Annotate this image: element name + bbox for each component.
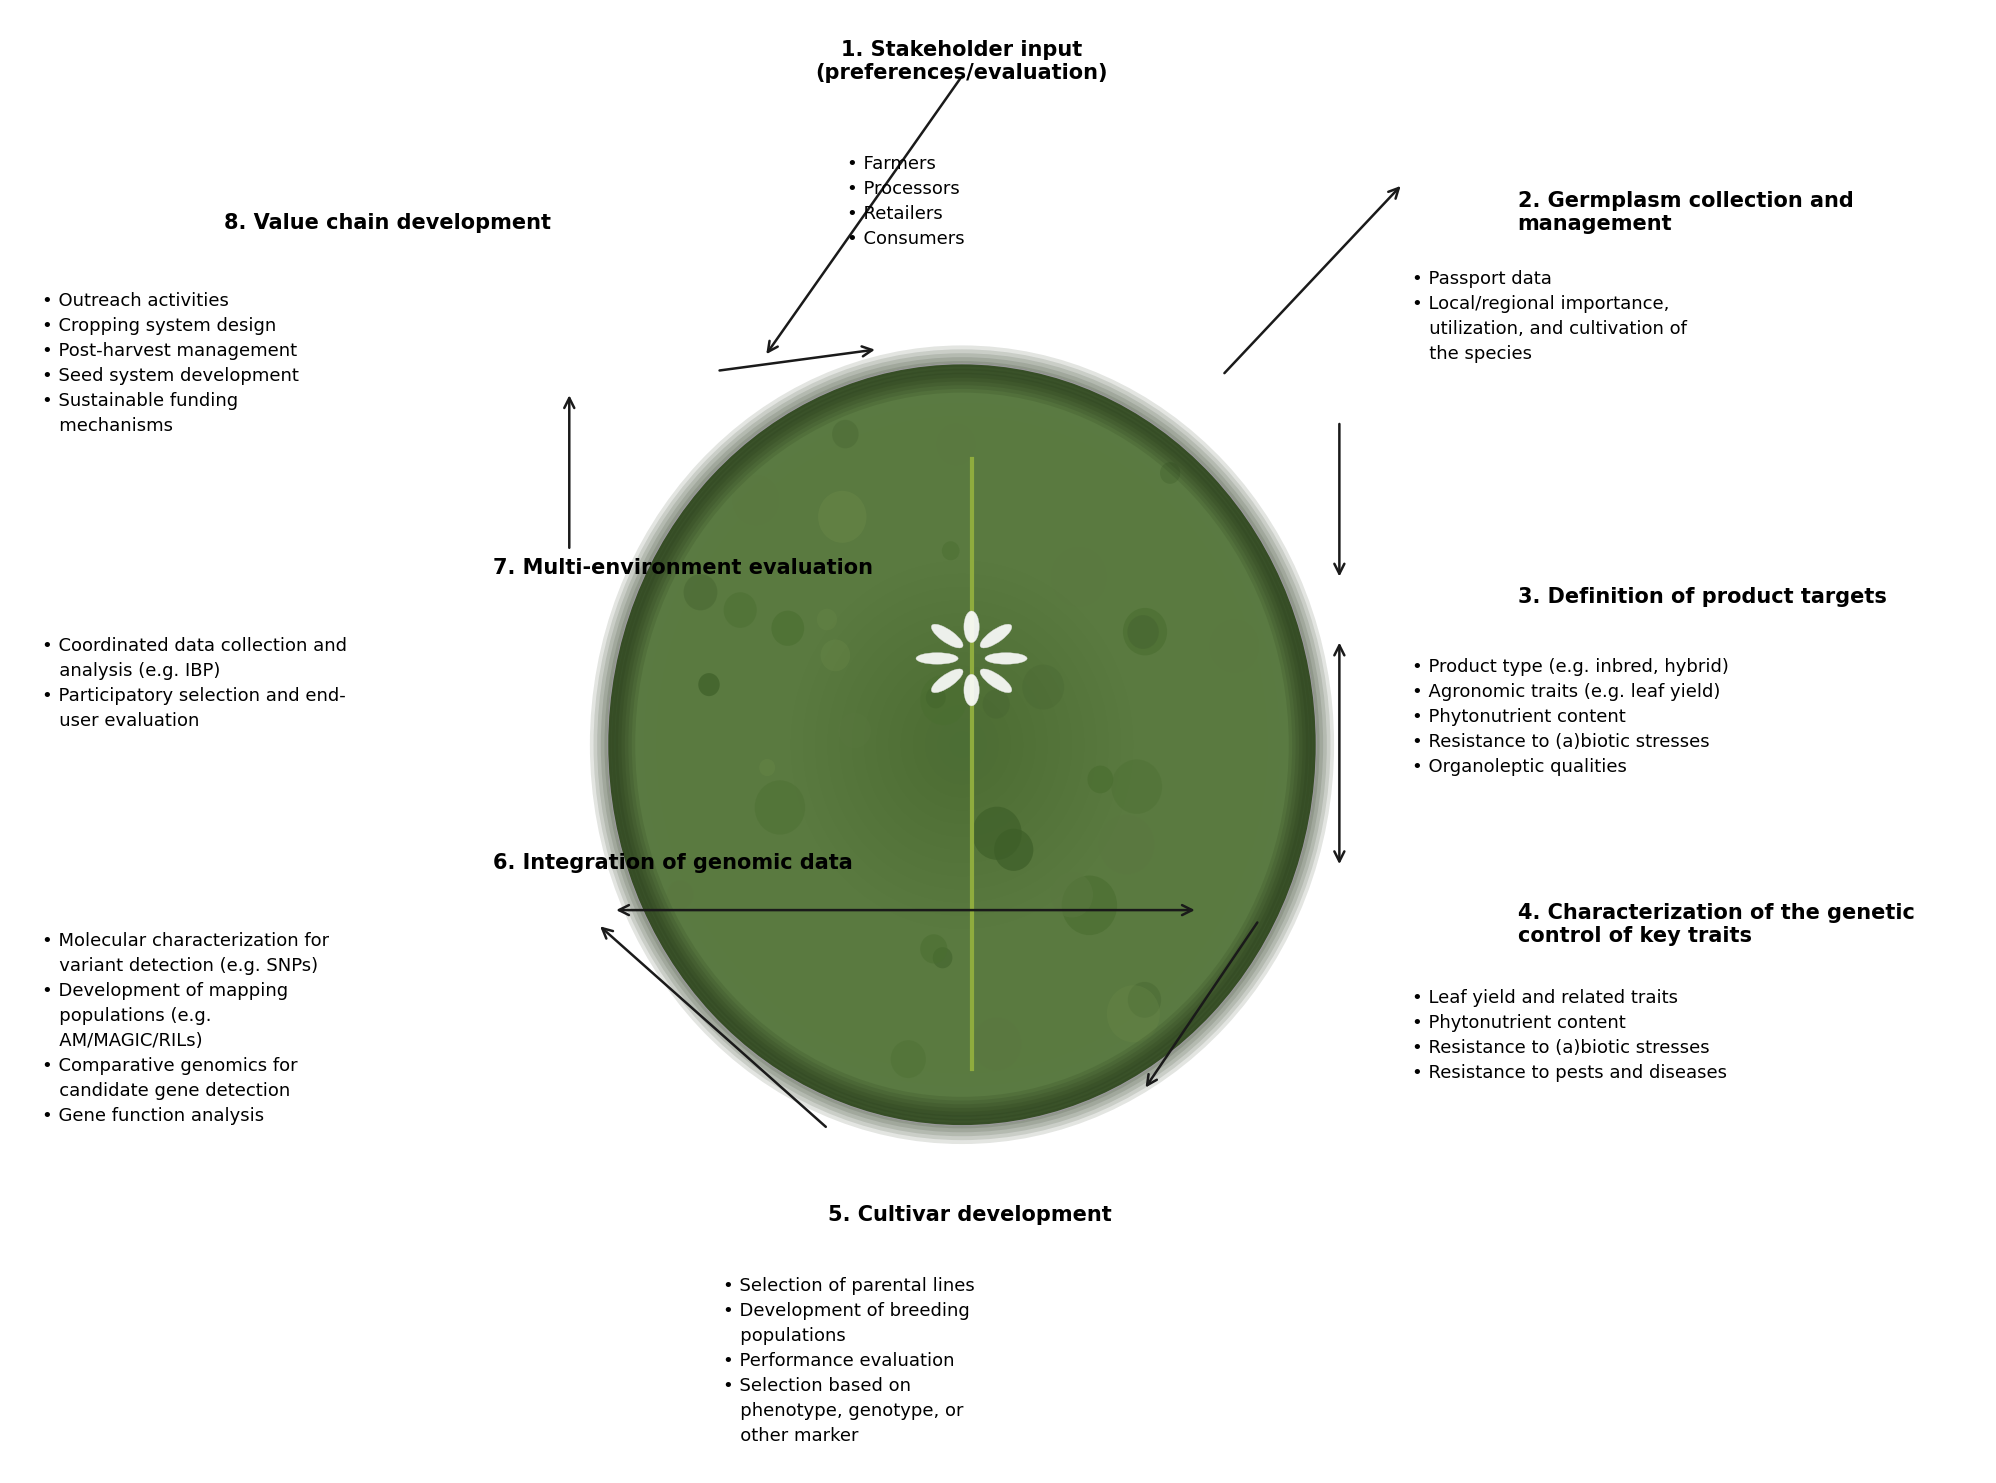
Ellipse shape — [733, 475, 778, 525]
Ellipse shape — [1210, 620, 1259, 672]
Ellipse shape — [942, 541, 960, 561]
Ellipse shape — [980, 624, 1012, 648]
Ellipse shape — [731, 495, 1194, 995]
Text: • Coordinated data collection and
   analysis (e.g. IBP)
• Participatory selecti: • Coordinated data collection and analys… — [42, 636, 347, 730]
Ellipse shape — [936, 424, 976, 466]
Ellipse shape — [683, 574, 717, 611]
Ellipse shape — [864, 639, 1060, 850]
Ellipse shape — [852, 626, 1072, 863]
Ellipse shape — [1088, 765, 1114, 793]
Ellipse shape — [832, 420, 858, 448]
Ellipse shape — [964, 611, 980, 642]
Ellipse shape — [818, 491, 866, 543]
Ellipse shape — [1112, 759, 1162, 814]
Ellipse shape — [932, 669, 962, 693]
Ellipse shape — [888, 666, 1036, 823]
Ellipse shape — [754, 780, 804, 835]
Ellipse shape — [1100, 814, 1154, 875]
Ellipse shape — [758, 759, 774, 776]
Ellipse shape — [926, 706, 998, 785]
Ellipse shape — [926, 687, 946, 709]
Ellipse shape — [984, 653, 1028, 664]
Ellipse shape — [890, 1040, 926, 1078]
Ellipse shape — [920, 675, 966, 725]
Text: 7. Multi-environment evaluation: 7. Multi-environment evaluation — [493, 558, 872, 578]
Ellipse shape — [1108, 985, 1160, 1043]
Text: 1. Stakeholder input
(preferences/evaluation): 1. Stakeholder input (preferences/evalua… — [816, 40, 1108, 83]
Ellipse shape — [743, 509, 1182, 982]
Ellipse shape — [770, 611, 804, 647]
Ellipse shape — [1022, 664, 1064, 709]
Ellipse shape — [876, 653, 1048, 836]
Ellipse shape — [932, 624, 962, 648]
Text: 4. Characterization of the genetic
control of key traits: 4. Characterization of the genetic contr… — [1517, 903, 1914, 946]
Ellipse shape — [980, 669, 1012, 693]
Ellipse shape — [1128, 982, 1162, 1017]
Ellipse shape — [1050, 872, 1094, 918]
Ellipse shape — [719, 482, 1206, 1007]
Ellipse shape — [828, 601, 1096, 890]
Ellipse shape — [766, 534, 1158, 955]
Text: • Farmers
• Processors
• Retailers
• Consumers: • Farmers • Processors • Retailers • Con… — [846, 156, 964, 248]
Text: 2. Germplasm collection and
management: 2. Germplasm collection and management — [1517, 191, 1852, 234]
Ellipse shape — [972, 807, 1022, 860]
Ellipse shape — [1062, 875, 1118, 936]
Ellipse shape — [1160, 463, 1180, 483]
Ellipse shape — [840, 614, 1084, 876]
Ellipse shape — [816, 608, 836, 630]
Text: • Passport data
• Local/regional importance,
   utilization, and cultivation of
: • Passport data • Local/regional importa… — [1411, 270, 1687, 363]
Ellipse shape — [802, 574, 1122, 915]
Ellipse shape — [778, 547, 1146, 942]
Ellipse shape — [754, 522, 1170, 968]
Ellipse shape — [950, 731, 974, 758]
Ellipse shape — [820, 639, 850, 672]
Ellipse shape — [972, 1017, 1022, 1071]
Ellipse shape — [607, 363, 1317, 1126]
Ellipse shape — [1124, 608, 1168, 655]
Text: • Product type (e.g. inbred, hybrid)
• Agronomic traits (e.g. leaf yield)
• Phyt: • Product type (e.g. inbred, hybrid) • A… — [1411, 658, 1729, 777]
Ellipse shape — [920, 934, 948, 964]
Ellipse shape — [667, 881, 693, 909]
Ellipse shape — [814, 587, 1108, 903]
Ellipse shape — [1052, 547, 1106, 607]
Ellipse shape — [932, 948, 952, 968]
Ellipse shape — [912, 693, 1010, 798]
Ellipse shape — [900, 679, 1024, 810]
Text: 3. Definition of product targets: 3. Definition of product targets — [1517, 587, 1886, 607]
Ellipse shape — [838, 713, 870, 749]
Text: • Selection of parental lines
• Development of breeding
   populations
• Perform: • Selection of parental lines • Developm… — [723, 1277, 974, 1444]
Text: • Molecular characterization for
   variant detection (e.g. SNPs)
• Development : • Molecular characterization for variant… — [42, 931, 329, 1124]
Ellipse shape — [790, 561, 1134, 928]
Ellipse shape — [1128, 615, 1160, 650]
Ellipse shape — [699, 673, 721, 696]
Text: • Leaf yield and related traits
• Phytonutrient content
• Resistance to (a)bioti: • Leaf yield and related traits • Phyton… — [1411, 989, 1727, 1083]
Ellipse shape — [916, 653, 958, 664]
Ellipse shape — [982, 690, 1010, 719]
Ellipse shape — [964, 675, 980, 706]
Ellipse shape — [938, 718, 986, 771]
Text: 6. Integration of genomic data: 6. Integration of genomic data — [493, 853, 852, 872]
Ellipse shape — [725, 592, 756, 627]
Text: 5. Cultivar development: 5. Cultivar development — [828, 1204, 1112, 1225]
Text: • Outreach activities
• Cropping system design
• Post-harvest management
• Seed : • Outreach activities • Cropping system … — [42, 292, 299, 435]
Text: 8. Value chain development: 8. Value chain development — [224, 212, 551, 233]
Ellipse shape — [994, 829, 1034, 871]
